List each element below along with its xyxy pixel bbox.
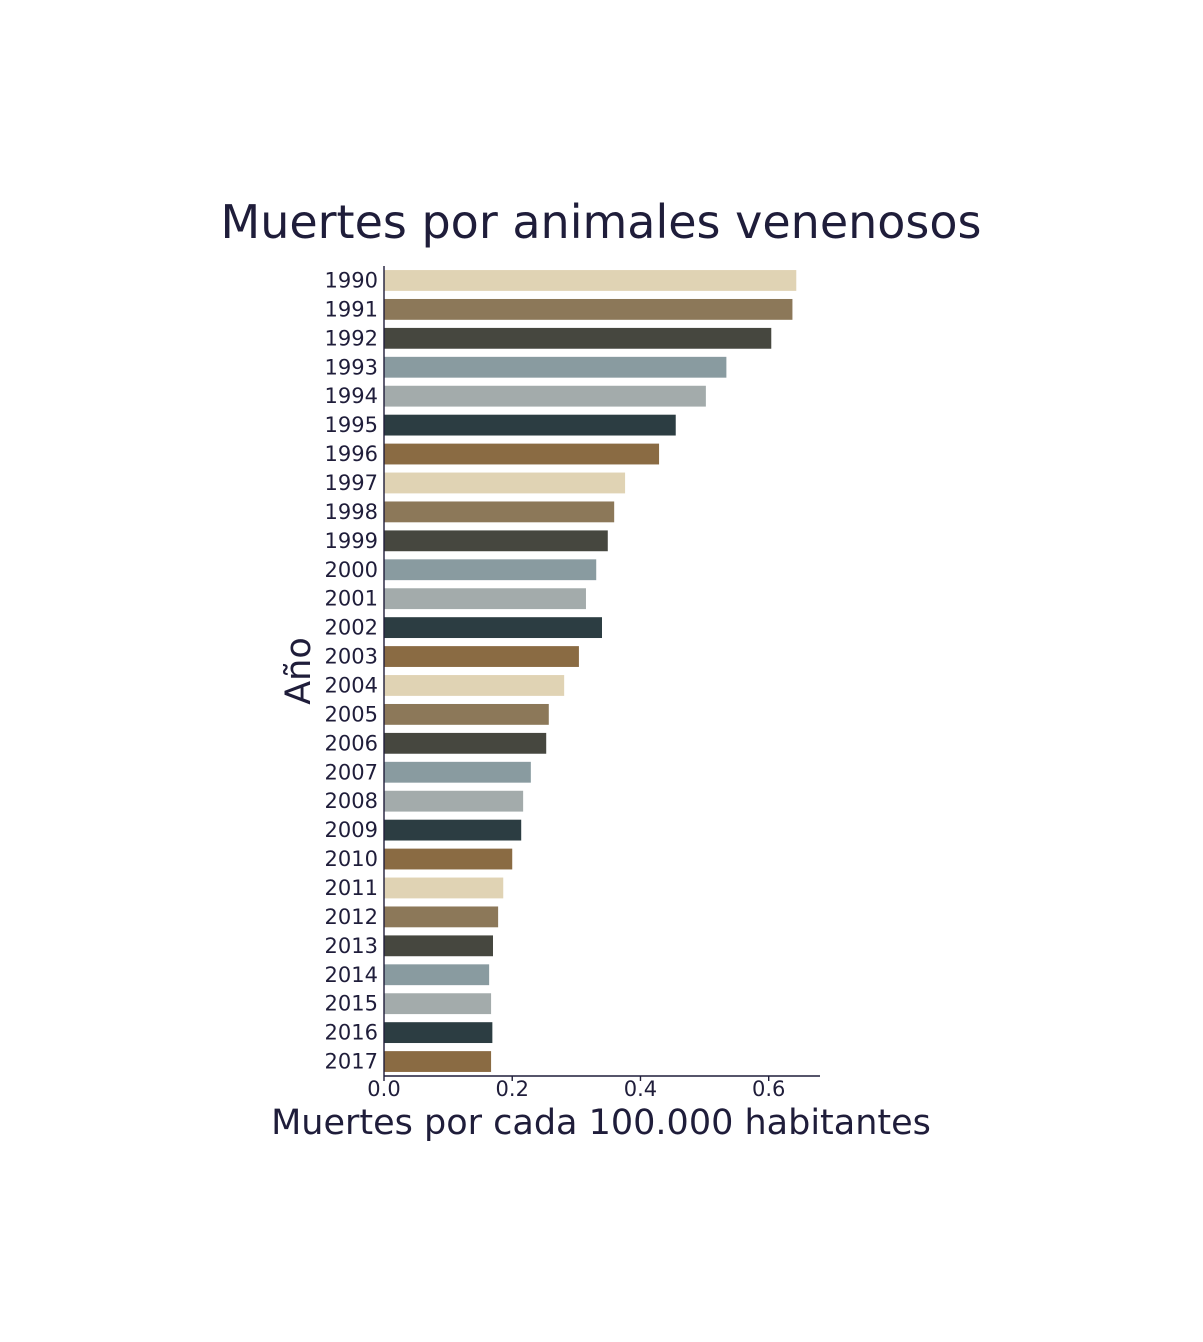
bar-1992: [384, 327, 772, 349]
chart-title: Muertes por animales venenosos: [221, 195, 982, 249]
y-tick-label-1990: 1990: [325, 268, 378, 292]
bar-1999: [384, 530, 608, 552]
bar-1997: [384, 472, 626, 494]
bar-1990: [384, 270, 797, 291]
y-tick-label-1994: 1994: [325, 384, 378, 408]
bar-2012: [384, 906, 499, 928]
y-tick-label-2006: 2006: [325, 731, 378, 755]
y-tick-label-2010: 2010: [325, 847, 378, 871]
bar-2001: [384, 588, 586, 610]
x-axis-label: Muertes por cada 100.000 habitantes: [271, 1103, 931, 1143]
y-tick-label-1995: 1995: [325, 413, 378, 437]
bar-2015: [384, 993, 492, 1015]
y-tick-label-1996: 1996: [325, 442, 378, 466]
x-tick-label: 0.6: [752, 1077, 785, 1101]
bar-1995: [384, 414, 676, 436]
y-tick-label-2007: 2007: [325, 760, 378, 784]
bar-2005: [384, 703, 549, 725]
bar-2008: [384, 790, 524, 812]
y-tick-label-2014: 2014: [325, 963, 378, 987]
bar-1998: [384, 501, 615, 523]
bar-1991: [384, 298, 793, 320]
y-tick-label-2009: 2009: [325, 818, 378, 842]
y-tick-label-1993: 1993: [325, 355, 378, 379]
bar-2004: [384, 675, 565, 696]
y-tick-label-1991: 1991: [325, 297, 378, 321]
bars-group: [384, 270, 797, 1072]
bar-2010: [384, 848, 513, 870]
bar-2009: [384, 819, 522, 841]
bar-1994: [384, 385, 706, 407]
y-tick-label-2016: 2016: [325, 1021, 378, 1045]
bar-2014: [384, 964, 490, 986]
y-tick-label-2012: 2012: [325, 905, 378, 929]
y-tick-label-1998: 1998: [325, 500, 378, 524]
y-tick-label-2000: 2000: [325, 558, 378, 582]
bar-2007: [384, 761, 531, 783]
x-ticks: 0.0 0.2 0.4 0.6: [367, 1076, 785, 1101]
y-tick-label-2003: 2003: [325, 645, 378, 669]
x-tick-label: 0.0: [367, 1077, 400, 1101]
y-tick-label-2013: 2013: [325, 934, 378, 958]
y-axis-label: Año: [279, 637, 319, 705]
bar-2011: [384, 877, 504, 899]
y-tick-label-2015: 2015: [325, 992, 378, 1016]
y-tick-label-2005: 2005: [325, 702, 378, 726]
bar-2000: [384, 559, 597, 581]
bar-1993: [384, 356, 727, 378]
x-tick-label: 0.2: [496, 1077, 529, 1101]
y-tick-label-1997: 1997: [325, 471, 378, 495]
y-tick-label-2017: 2017: [325, 1050, 378, 1074]
y-tick-label-2004: 2004: [325, 673, 378, 697]
y-tick-label-2011: 2011: [325, 876, 378, 900]
y-tick-label-2008: 2008: [325, 789, 378, 813]
y-tick-label-1992: 1992: [325, 326, 378, 350]
bar-1996: [384, 443, 660, 465]
bar-2016: [384, 1022, 493, 1044]
y-tick-label-1999: 1999: [325, 529, 378, 553]
bar-2003: [384, 646, 579, 667]
bar-2017: [384, 1051, 492, 1072]
bar-2002: [384, 617, 602, 639]
bar-2013: [384, 935, 493, 957]
y-tick-label-2002: 2002: [325, 616, 378, 640]
y-tick-label-2001: 2001: [325, 587, 378, 611]
bar-2006: [384, 732, 547, 754]
x-tick-label: 0.4: [624, 1077, 657, 1101]
y-tick-labels: 1990 1991 1992 1993 1994 1995 1996 1997 1998 1999…: [325, 268, 378, 1073]
